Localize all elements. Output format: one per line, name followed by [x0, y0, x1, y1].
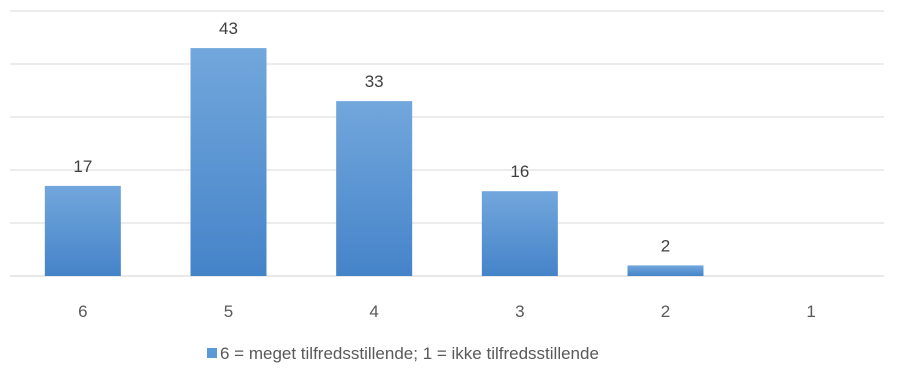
x-tick-label-5: 5	[224, 302, 233, 321]
data-labels: 17 43 33 16 2	[73, 19, 670, 255]
data-label-6: 17	[73, 157, 92, 176]
x-tick-label-4: 4	[369, 302, 378, 321]
data-label-5: 43	[219, 19, 238, 38]
bar-5	[190, 48, 267, 276]
gridlines	[10, 10, 884, 277]
x-tick-label-1: 1	[806, 302, 815, 321]
x-axis-tick-labels: 6 5 4 3 2 1	[78, 302, 816, 321]
data-label-3: 16	[510, 162, 529, 181]
bar-3	[481, 191, 558, 276]
bars	[44, 48, 704, 276]
legend: 6 = meget tilfredsstillende; 1 = ikke ti…	[207, 344, 599, 363]
bar-6	[44, 185, 121, 276]
legend-swatch	[207, 348, 217, 358]
x-tick-label-3: 3	[515, 302, 524, 321]
x-tick-label-6: 6	[78, 302, 87, 321]
bar-2	[627, 265, 704, 276]
legend-label: 6 = meget tilfredsstillende; 1 = ikke ti…	[220, 344, 599, 363]
data-label-4: 33	[365, 72, 384, 91]
x-tick-label-2: 2	[661, 302, 670, 321]
bar-4	[336, 101, 413, 276]
data-label-2: 2	[661, 236, 670, 255]
